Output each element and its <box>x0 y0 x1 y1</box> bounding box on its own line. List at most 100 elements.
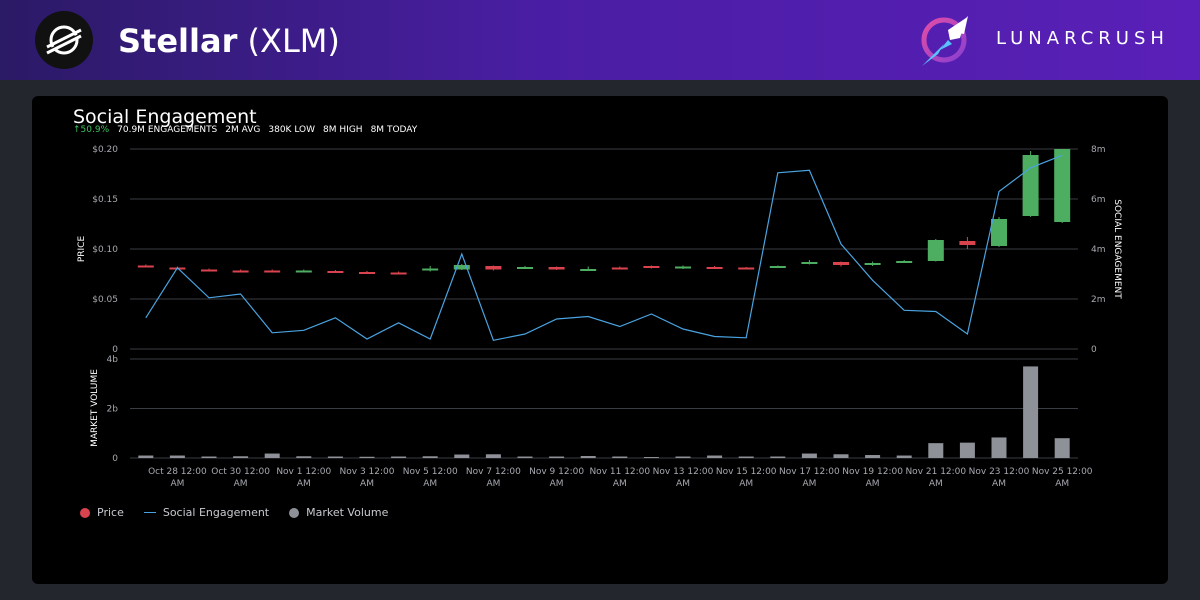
volume-bar <box>770 456 786 458</box>
price-candle <box>327 271 344 273</box>
price-candle <box>517 267 533 269</box>
price-candle <box>675 266 691 269</box>
legend-item-price[interactable]: Price <box>80 506 124 519</box>
low-value: 380K <box>268 125 292 135</box>
price-candle <box>295 270 312 273</box>
brand-name: LUNARCRUSH <box>996 28 1169 49</box>
volume-bar <box>959 442 975 458</box>
volume-bar <box>707 455 723 458</box>
volume-bar <box>454 454 470 458</box>
coin-name: Stellar <box>118 22 238 60</box>
volume-bar <box>643 457 659 459</box>
price-candle <box>896 261 913 263</box>
volume-bar <box>801 453 817 458</box>
price-candle <box>548 267 565 270</box>
x-tick-label-suffix: AM <box>170 479 184 489</box>
chart-panel <box>32 96 1168 584</box>
social-axis-title: SOCIAL ENGAGEMENT <box>1112 199 1122 299</box>
volume-bar <box>612 456 628 458</box>
social-tick-label: 4m <box>1091 245 1106 255</box>
price-candle <box>738 267 755 270</box>
today-label: TODAY <box>386 125 418 135</box>
app-header: Stellar (XLM) LUNARCRUSH <box>0 0 1200 80</box>
x-tick-label: Nov 1 12:00 <box>276 467 331 477</box>
x-tick-label-suffix: AM <box>297 479 311 489</box>
x-tick-label-suffix: AM <box>613 479 627 489</box>
x-tick-label: Nov 17 12:00 <box>779 467 840 477</box>
price-candle <box>833 262 849 265</box>
volume-bar <box>264 453 280 458</box>
x-tick-label-suffix: AM <box>802 479 816 489</box>
price-candle <box>137 265 154 268</box>
coin-symbol: (XLM) <box>247 22 340 60</box>
x-tick-label-suffix: AM <box>739 479 753 489</box>
volume-tick-label: 4b <box>107 355 119 365</box>
price-candle <box>1022 155 1039 216</box>
volume-bar <box>138 455 154 458</box>
rocket-logo-icon <box>918 10 980 70</box>
volume-bar <box>991 437 1007 458</box>
price-candle <box>232 270 249 273</box>
price-candle <box>706 267 723 269</box>
volume-bar <box>675 456 691 458</box>
price-candle <box>927 240 944 261</box>
legend-item-social[interactable]: Social Engagement <box>143 506 270 519</box>
x-tick-label-suffix: AM <box>234 479 248 489</box>
volume-bar <box>833 454 849 458</box>
volume-dot-icon <box>289 507 300 518</box>
volume-bar <box>549 456 565 458</box>
social-tick-label: 8m <box>1091 145 1106 155</box>
x-tick-label-suffix: AM <box>550 479 564 489</box>
volume-tick-label: 2b <box>107 405 119 415</box>
x-tick-label: Nov 7 12:00 <box>466 467 521 477</box>
price-axis-title: PRICE <box>77 236 87 263</box>
price-candle <box>422 268 439 271</box>
coin-title: Stellar (XLM) <box>118 22 340 60</box>
social-engagement-line <box>145 154 1063 341</box>
legend-item-volume[interactable]: Market Volume <box>289 506 388 519</box>
volume-bar <box>1054 438 1070 458</box>
volume-bar <box>233 456 249 458</box>
avg-label: AVG <box>241 125 261 135</box>
price-candle <box>991 219 1007 246</box>
volume-bar <box>422 456 438 458</box>
x-tick-label: Nov 9 12:00 <box>529 467 584 477</box>
volume-bar <box>896 455 912 458</box>
stellar-logo-icon <box>35 11 93 69</box>
panel-title: Social Engagement <box>73 106 257 128</box>
price-candle <box>453 265 470 270</box>
x-tick-label: Nov 25 12:00 <box>1032 467 1093 477</box>
volume-bar <box>169 455 185 458</box>
engagements-label: ENGAGEMENTS <box>147 125 218 135</box>
price-candle <box>485 266 502 270</box>
legend-social-label: Social Engagement <box>162 506 270 519</box>
volume-axis-title: MARKET VOLUME <box>90 369 100 447</box>
volume-bar <box>738 456 754 458</box>
social-tick-label: 2m <box>1091 295 1106 305</box>
price-candle <box>580 269 597 271</box>
price-candle <box>359 272 375 274</box>
price-candle <box>390 272 407 275</box>
x-tick-label-suffix: AM <box>486 479 500 489</box>
social-tick-label: 6m <box>1091 195 1106 205</box>
volume-bar <box>1023 366 1039 458</box>
volume-bar <box>391 456 407 458</box>
volume-bar <box>517 456 533 458</box>
x-tick-label-suffix: AM <box>360 479 374 489</box>
volume-bar <box>485 454 501 458</box>
volume-tick-label: 0 <box>112 454 118 464</box>
social-tick-label: 0 <box>1091 345 1097 355</box>
change-up-icon: ↑ <box>73 125 81 135</box>
x-tick-label-suffix: AM <box>423 479 437 489</box>
today-value: 8M <box>370 125 385 135</box>
volume-bar <box>296 456 312 458</box>
legend-volume-label: Market Volume <box>306 506 389 519</box>
change-value: 50.9% <box>80 125 110 135</box>
x-tick-label-suffix: AM <box>992 479 1006 489</box>
x-tick-label-suffix: AM <box>866 479 880 489</box>
engagements-value: 70.9M <box>117 125 145 135</box>
x-tick-label: Nov 11 12:00 <box>589 467 650 477</box>
price-tick-label: $0.05 <box>92 295 118 305</box>
x-tick-label-suffix: AM <box>929 479 943 489</box>
